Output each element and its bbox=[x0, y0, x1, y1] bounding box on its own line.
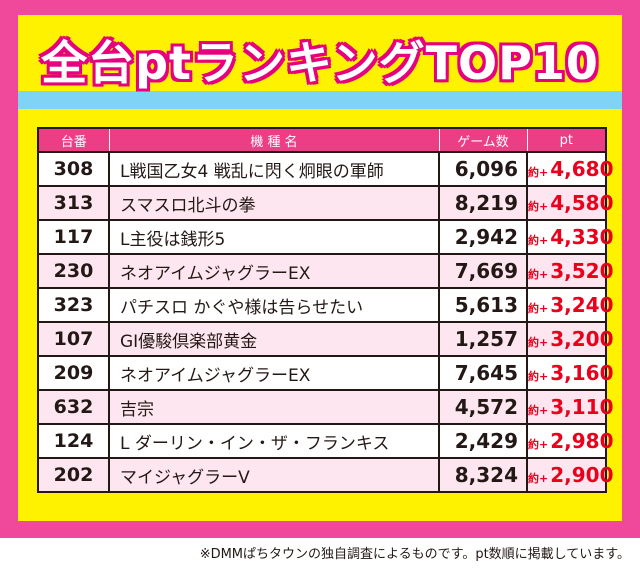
pt-approx-prefix: 約+ bbox=[528, 370, 549, 383]
game-count-cell: 4,572 bbox=[438, 389, 527, 424]
table-row: 209 ネオアイムジャグラーEX 7,645 約+ 3,160 bbox=[39, 355, 613, 390]
pt-cell: 約+ 3,160 bbox=[526, 355, 613, 390]
machine-name-cell: L ダーリン・イン・ザ・フランキス bbox=[108, 423, 439, 458]
pt-value: 3,110 bbox=[550, 395, 614, 419]
pt-approx-prefix: 約+ bbox=[528, 302, 549, 315]
pt-cell: 約+ 3,110 bbox=[526, 389, 613, 424]
machine-name-cell: パチスロ かぐや様は告らせたい bbox=[108, 287, 439, 322]
machine-name-cell: ネオアイムジャグラーEX bbox=[108, 253, 439, 288]
pt-cell: 約+ 3,520 bbox=[526, 253, 613, 288]
game-count-cell: 7,645 bbox=[438, 355, 527, 390]
pt-value: 3,520 bbox=[550, 259, 614, 283]
table-row: 202 マイジャグラーV 8,324 約+ 2,900 bbox=[39, 457, 613, 491]
table-row: 313 スマスロ北斗の拳 8,219 約+ 4,580 bbox=[39, 185, 613, 220]
pt-value: 3,200 bbox=[550, 327, 614, 351]
pt-value: 3,160 bbox=[550, 361, 614, 385]
machine-number-cell: 209 bbox=[39, 355, 109, 390]
pt-value: 2,980 bbox=[550, 429, 614, 453]
game-count-cell: 8,324 bbox=[438, 457, 527, 491]
pt-cell: 約+ 2,900 bbox=[526, 457, 613, 491]
machine-number-cell: 308 bbox=[39, 151, 109, 186]
machine-name-cell: GI優駿倶楽部黄金 bbox=[108, 321, 439, 356]
machine-number-cell: 107 bbox=[39, 321, 109, 356]
page-title: 全台ptランキングTOP10 bbox=[41, 36, 599, 90]
table-row: 323 パチスロ かぐや様は告らせたい 5,613 約+ 3,240 bbox=[39, 287, 613, 322]
machine-name-cell: ネオアイムジャグラーEX bbox=[108, 355, 439, 390]
machine-name-cell: マイジャグラーV bbox=[108, 457, 439, 491]
ranking-table-container: 台番 機 種 名 ゲーム数 pt 308 L戦国乙女4 戦乱に閃く炯眼の軍師 6,0… bbox=[37, 127, 613, 493]
pt-cell: 約+ 3,200 bbox=[526, 321, 613, 356]
header-machine-name: 機 種 名 bbox=[108, 129, 439, 152]
table-row: 308 L戦国乙女4 戦乱に閃く炯眼の軍師 6,096 約+ 4,680 bbox=[39, 151, 613, 186]
machine-name-cell: L戦国乙女4 戦乱に閃く炯眼の軍師 bbox=[108, 151, 439, 186]
header-pt: pt bbox=[526, 129, 605, 152]
pt-approx-prefix: 約+ bbox=[528, 404, 549, 417]
pt-value: 3,240 bbox=[550, 293, 614, 317]
pt-value: 4,330 bbox=[550, 225, 614, 249]
pt-approx-prefix: 約+ bbox=[528, 200, 549, 213]
pt-cell: 約+ 3,240 bbox=[526, 287, 613, 322]
game-count-cell: 2,429 bbox=[438, 423, 527, 458]
pt-approx-prefix: 約+ bbox=[528, 336, 549, 349]
machine-number-cell: 124 bbox=[39, 423, 109, 458]
machine-number-cell: 117 bbox=[39, 219, 109, 254]
pt-approx-prefix: 約+ bbox=[528, 268, 549, 281]
pt-approx-prefix: 約+ bbox=[528, 472, 549, 485]
pt-value: 2,900 bbox=[550, 463, 614, 487]
table-row: 632 吉宗 4,572 約+ 3,110 bbox=[39, 389, 613, 424]
pt-value: 4,580 bbox=[550, 191, 614, 215]
pt-approx-prefix: 約+ bbox=[528, 166, 549, 179]
pt-approx-prefix: 約+ bbox=[528, 234, 549, 247]
table-header-row: 台番 機 種 名 ゲーム数 pt bbox=[39, 129, 605, 152]
game-count-cell: 7,669 bbox=[438, 253, 527, 288]
header-machine-number: 台番 bbox=[39, 129, 109, 152]
pt-value: 4,680 bbox=[550, 157, 614, 181]
pt-cell: 約+ 4,580 bbox=[526, 185, 613, 220]
game-count-cell: 6,096 bbox=[438, 151, 527, 186]
machine-number-cell: 230 bbox=[39, 253, 109, 288]
game-count-cell: 1,257 bbox=[438, 321, 527, 356]
header-game-count: ゲーム数 bbox=[438, 129, 527, 152]
machine-name-cell: スマスロ北斗の拳 bbox=[108, 185, 439, 220]
table-row: 230 ネオアイムジャグラーEX 7,669 約+ 3,520 bbox=[39, 253, 613, 288]
game-count-cell: 8,219 bbox=[438, 185, 527, 220]
machine-number-cell: 632 bbox=[39, 389, 109, 424]
ranking-table: 台番 機 種 名 ゲーム数 pt 308 L戦国乙女4 戦乱に閃く炯眼の軍師 6,0… bbox=[39, 129, 613, 491]
pt-cell: 約+ 2,980 bbox=[526, 423, 613, 458]
machine-name-cell: L主役は銭形5 bbox=[108, 219, 439, 254]
table-row: 107 GI優駿倶楽部黄金 1,257 約+ 3,200 bbox=[39, 321, 613, 356]
pt-cell: 約+ 4,330 bbox=[526, 219, 613, 254]
pt-cell: 約+ 4,680 bbox=[526, 151, 613, 186]
table-row: 124 L ダーリン・イン・ザ・フランキス 2,429 約+ 2,980 bbox=[39, 423, 613, 458]
game-count-cell: 5,613 bbox=[438, 287, 527, 322]
machine-number-cell: 323 bbox=[39, 287, 109, 322]
machine-number-cell: 202 bbox=[39, 457, 109, 491]
machine-name-cell: 吉宗 bbox=[108, 389, 439, 424]
pt-approx-prefix: 約+ bbox=[528, 438, 549, 451]
title-underline-stripe bbox=[18, 91, 622, 109]
table-row: 117 L主役は銭形5 2,942 約+ 4,330 bbox=[39, 219, 613, 254]
machine-number-cell: 313 bbox=[39, 185, 109, 220]
footnote: ※DMMぱちタウンの独自調査によるものです。pt数順に掲載しています。 bbox=[199, 547, 630, 562]
game-count-cell: 2,942 bbox=[438, 219, 527, 254]
